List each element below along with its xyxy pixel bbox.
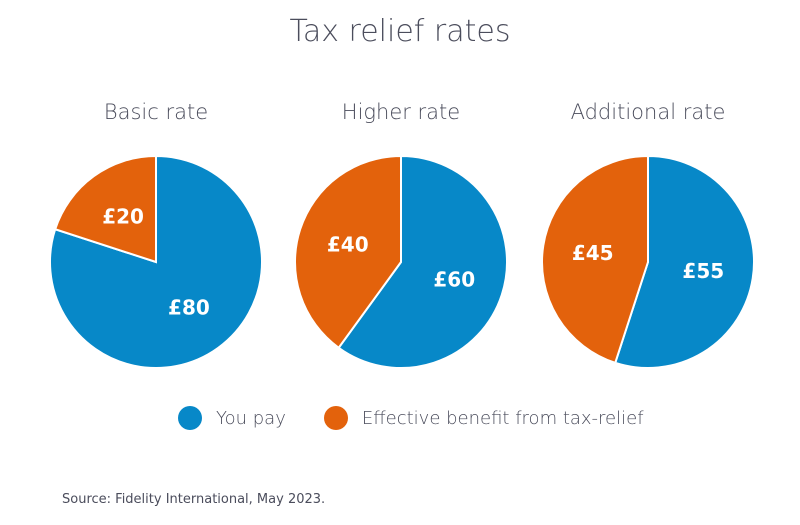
legend-swatch-you-pay [178,406,202,430]
legend-swatch-benefit [323,406,348,430]
pie-slice-benefit [541,154,649,365]
slice-data-label: £20 [102,205,144,229]
slice-data-label: £60 [433,267,475,291]
legend-label-benefit: Effective benefit from tax-relief [361,407,644,429]
pie-slice-you-pay [49,154,263,369]
slice-data-label: £45 [572,241,614,265]
pie-slice-you-pay [613,154,755,369]
pie-title-higher: Higher rate [341,100,461,124]
pie-slice-benefit [53,154,157,264]
legend-item-you-pay: You pay [178,406,286,430]
pie-slice-you-pay [337,154,508,369]
chart-title: Tax relief rates [289,14,511,49]
legend-label-you-pay: You pay [216,407,286,429]
legend: You pay Effective benefit from tax-relie… [178,406,682,430]
pie-slice-benefit [294,154,402,350]
slice-data-label: £55 [682,259,724,283]
slice-data-label: £40 [327,233,369,257]
pie-title-basic: Basic rate [103,100,209,124]
pie-title-additional: Additional rate [570,100,726,124]
legend-item-benefit: Effective benefit from tax-relief [323,406,644,430]
slice-data-label: £80 [168,295,210,319]
source-note: Source: Fidelity International, May 2023… [62,492,326,507]
